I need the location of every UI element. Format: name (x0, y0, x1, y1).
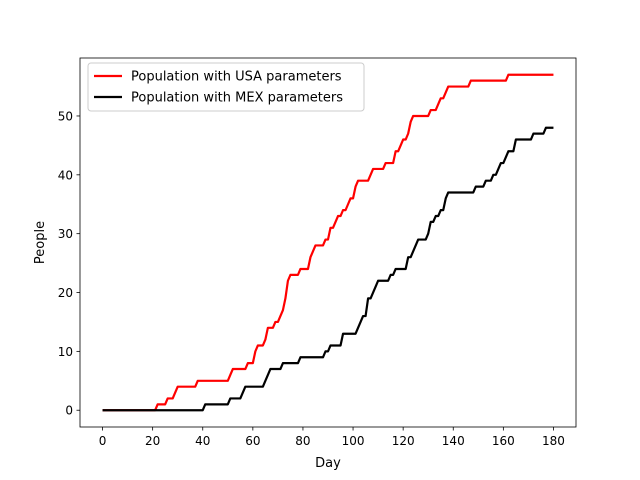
x-tick-label: 120 (392, 434, 415, 448)
y-tick-label: 50 (58, 109, 73, 123)
legend-box (87, 62, 365, 112)
x-tick-label: 180 (542, 434, 565, 448)
x-tick-label: 80 (295, 434, 310, 448)
y-axis-ticks: 0 10 20 30 40 50 (58, 109, 80, 418)
x-tick-label: 100 (342, 434, 365, 448)
x-tick-label: 20 (145, 434, 160, 448)
x-axis-label: Day (315, 456, 341, 471)
x-tick-label: 60 (245, 434, 260, 448)
y-tick-label: 0 (65, 404, 73, 418)
legend-label-usa: Population with USA parameters (131, 70, 342, 85)
legend-label-mex: Population with MEX parameters (131, 91, 343, 106)
y-tick-label: 40 (58, 168, 73, 182)
series-line-mex (102, 126, 554, 412)
plot-area-frame (79, 57, 577, 428)
y-tick-label: 30 (58, 227, 73, 241)
x-tick-label: 0 (99, 434, 107, 448)
x-tick-label: 140 (442, 434, 465, 448)
legend: Population with USA parameters Populatio… (87, 62, 365, 112)
x-tick-label: 160 (492, 434, 515, 448)
y-axis-label: People (33, 221, 48, 264)
series-line-usa (102, 73, 554, 412)
y-tick-label: 10 (58, 345, 73, 359)
y-tick-label: 20 (58, 286, 73, 300)
series-layer (102, 73, 554, 412)
x-tick-label: 40 (195, 434, 210, 448)
x-axis-ticks: 0 20 40 60 80 100 120 140 160 180 (99, 427, 565, 448)
